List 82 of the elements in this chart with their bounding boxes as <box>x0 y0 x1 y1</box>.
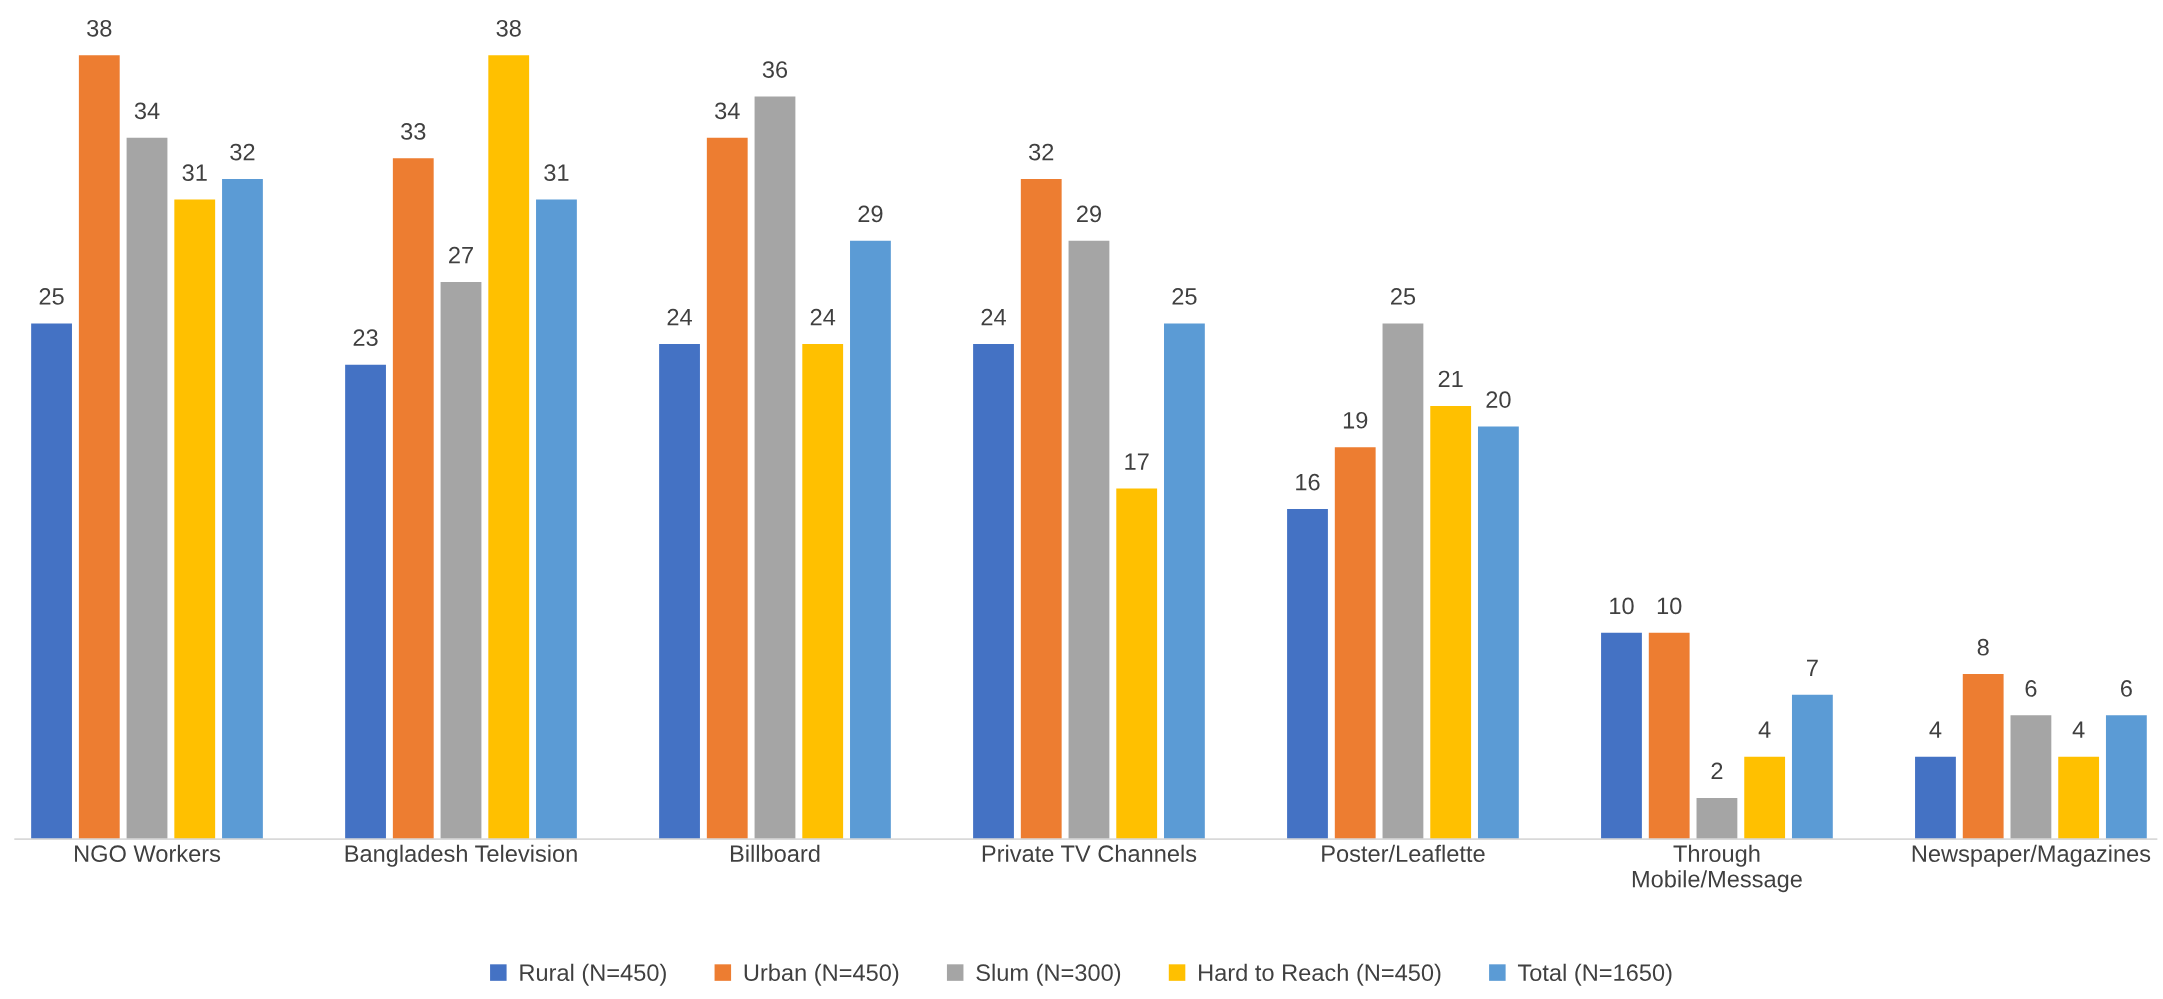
x-tick-label: Private TV Channels <box>982 844 1197 863</box>
data-label: 36 <box>762 61 788 78</box>
bar <box>174 199 216 840</box>
data-label: 19 <box>1343 411 1368 429</box>
x-tick-label: Through Mobile/Message <box>1632 844 1802 893</box>
bar <box>1744 756 1786 840</box>
data-label: 24 <box>667 308 692 326</box>
data-label: 34 <box>134 102 160 120</box>
bar <box>1648 632 1690 840</box>
data-label: 32 <box>1029 143 1054 161</box>
data-label: 38 <box>87 19 112 37</box>
bar <box>2058 756 2100 840</box>
data-label: 31 <box>544 164 569 182</box>
data-label: 16 <box>1296 473 1320 491</box>
legend-label: Hard to Reach (N=450) <box>1199 963 1441 986</box>
x-tick-label: Bangladesh Television <box>345 844 577 867</box>
bar <box>345 364 386 840</box>
x-tick-label: Billboard <box>730 844 820 863</box>
bar <box>973 344 1014 840</box>
bar <box>1116 488 1158 840</box>
data-label: 20 <box>1486 391 1511 408</box>
bar <box>802 344 844 840</box>
x-tick-label: Poster/Leaflette <box>1322 844 1485 863</box>
bar <box>659 344 700 840</box>
data-label: 4 <box>2072 721 2085 738</box>
bar <box>1430 405 1472 840</box>
data-label: 8 <box>1977 638 1989 656</box>
bar <box>1020 178 1062 840</box>
bar <box>31 323 72 840</box>
data-label: 24 <box>981 308 1006 326</box>
bar <box>488 55 530 840</box>
data-label: 33 <box>401 123 426 140</box>
legend-label: Total (N=1650) <box>1517 963 1672 986</box>
bar <box>1287 509 1328 840</box>
bar <box>1696 797 1738 840</box>
data-label: 34 <box>715 102 740 120</box>
data-label: 10 <box>1657 597 1682 615</box>
data-label: 7 <box>1807 659 1818 676</box>
bar <box>536 199 577 840</box>
data-label: 27 <box>449 246 473 264</box>
bar <box>1915 756 1956 840</box>
data-label: 38 <box>496 19 521 37</box>
bar <box>850 240 891 840</box>
data-label: 2 <box>1711 762 1723 780</box>
bar <box>1334 447 1376 840</box>
bar <box>754 96 796 840</box>
data-label: 31 <box>182 164 207 182</box>
bar <box>392 158 434 840</box>
bar <box>2010 715 2052 840</box>
data-label: 25 <box>39 288 64 305</box>
bar <box>1068 240 1110 840</box>
bar <box>2105 715 2147 840</box>
data-label: 25 <box>1172 288 1197 305</box>
bar <box>440 282 482 840</box>
bar <box>1601 632 1642 840</box>
data-label: 29 <box>858 205 883 223</box>
bar <box>1477 426 1519 840</box>
legend-label: Rural (N=450) <box>520 963 666 986</box>
bar <box>706 137 748 840</box>
legend-label: Slum (N=300) <box>976 963 1121 986</box>
bar <box>1382 323 1424 840</box>
bar <box>126 137 168 840</box>
data-label: 6 <box>2025 680 2037 697</box>
bar <box>1791 694 1833 840</box>
bar <box>1962 674 2004 840</box>
x-tick-label: Newspaper/Magazines <box>1912 844 2151 867</box>
data-label: 32 <box>230 143 255 161</box>
bar <box>1164 323 1205 840</box>
bar <box>78 55 120 840</box>
data-label: 4 <box>1929 721 1942 738</box>
bar <box>222 178 263 840</box>
legend-label: Urban (N=450) <box>744 963 899 986</box>
data-label: 25 <box>1391 288 1416 305</box>
data-label: 4 <box>1758 721 1771 738</box>
data-label: 21 <box>1438 370 1463 388</box>
data-label: 6 <box>2121 680 2132 697</box>
data-label: 29 <box>1077 205 1101 223</box>
data-label: 24 <box>810 308 836 326</box>
x-tick-label: NGO Workers <box>75 844 221 863</box>
data-label: 17 <box>1125 453 1149 470</box>
data-label: 23 <box>353 329 378 347</box>
data-label: 10 <box>1610 597 1634 615</box>
